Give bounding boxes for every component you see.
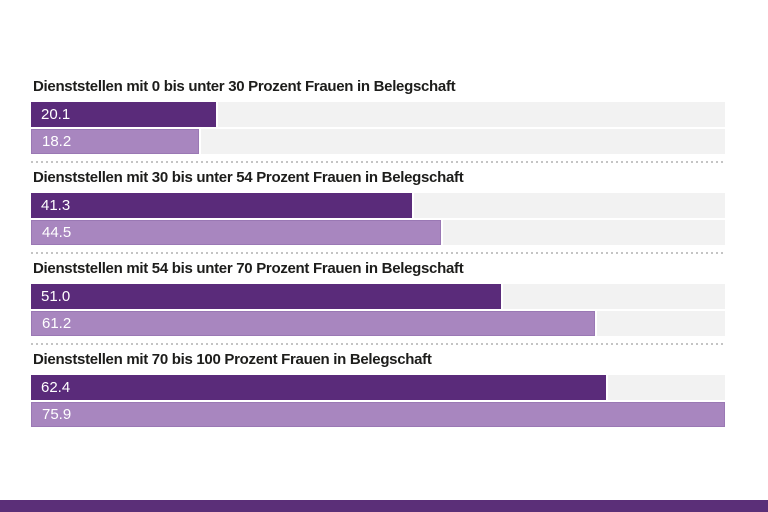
bar-track: 51.0 bbox=[31, 284, 725, 309]
dotted-separator bbox=[31, 252, 725, 254]
bar-value-label: 51.0 bbox=[41, 288, 71, 305]
bar-value-label: 41.3 bbox=[41, 197, 71, 214]
bar-value-label: 61.2 bbox=[42, 315, 72, 332]
bar-light: 61.2 bbox=[31, 311, 596, 336]
bar-value-label: 44.5 bbox=[42, 224, 72, 241]
bar-dark: 20.1 bbox=[31, 102, 217, 127]
dotted-separator bbox=[31, 161, 725, 163]
dotted-separator bbox=[31, 343, 725, 345]
chart-section-0-30: Dienststellen mit 0 bis unter 30 Prozent… bbox=[31, 78, 725, 169]
section-title: Dienststellen mit 54 bis unter 70 Prozen… bbox=[33, 260, 464, 277]
chart-section-54-70: Dienststellen mit 54 bis unter 70 Prozen… bbox=[31, 260, 725, 351]
bar-dark: 51.0 bbox=[31, 284, 502, 309]
chart-section-30-54: Dienststellen mit 30 bis unter 54 Prozen… bbox=[31, 169, 725, 260]
bar-light: 44.5 bbox=[31, 220, 442, 245]
section-title: Dienststellen mit 70 bis 100 Prozent Fra… bbox=[33, 351, 432, 368]
bar-track: 18.2 bbox=[31, 129, 725, 154]
section-title: Dienststellen mit 30 bis unter 54 Prozen… bbox=[33, 169, 464, 186]
bar-track: 62.4 bbox=[31, 375, 725, 400]
bar-value-label: 75.9 bbox=[42, 406, 72, 423]
bar-track: 61.2 bbox=[31, 311, 725, 336]
bar-dark: 41.3 bbox=[31, 193, 412, 218]
bar-track: 41.3 bbox=[31, 193, 725, 218]
chart-section-70-100: Dienststellen mit 70 bis 100 Prozent Fra… bbox=[31, 351, 725, 427]
grouped-bar-chart: Dienststellen mit 0 bis unter 30 Prozent… bbox=[31, 78, 725, 427]
bar-value-label: 62.4 bbox=[41, 379, 71, 396]
section-title: Dienststellen mit 0 bis unter 30 Prozent… bbox=[33, 78, 456, 95]
bar-value-label: 20.1 bbox=[41, 106, 71, 123]
bar-value-label: 18.2 bbox=[42, 133, 72, 150]
bar-track: 75.9 bbox=[31, 402, 725, 427]
bar-track: 44.5 bbox=[31, 220, 725, 245]
bar-light: 75.9 bbox=[31, 402, 725, 427]
bar-track: 20.1 bbox=[31, 102, 725, 127]
bar-dark: 62.4 bbox=[31, 375, 607, 400]
footer-accent-band bbox=[0, 500, 768, 512]
bar-light: 18.2 bbox=[31, 129, 199, 154]
